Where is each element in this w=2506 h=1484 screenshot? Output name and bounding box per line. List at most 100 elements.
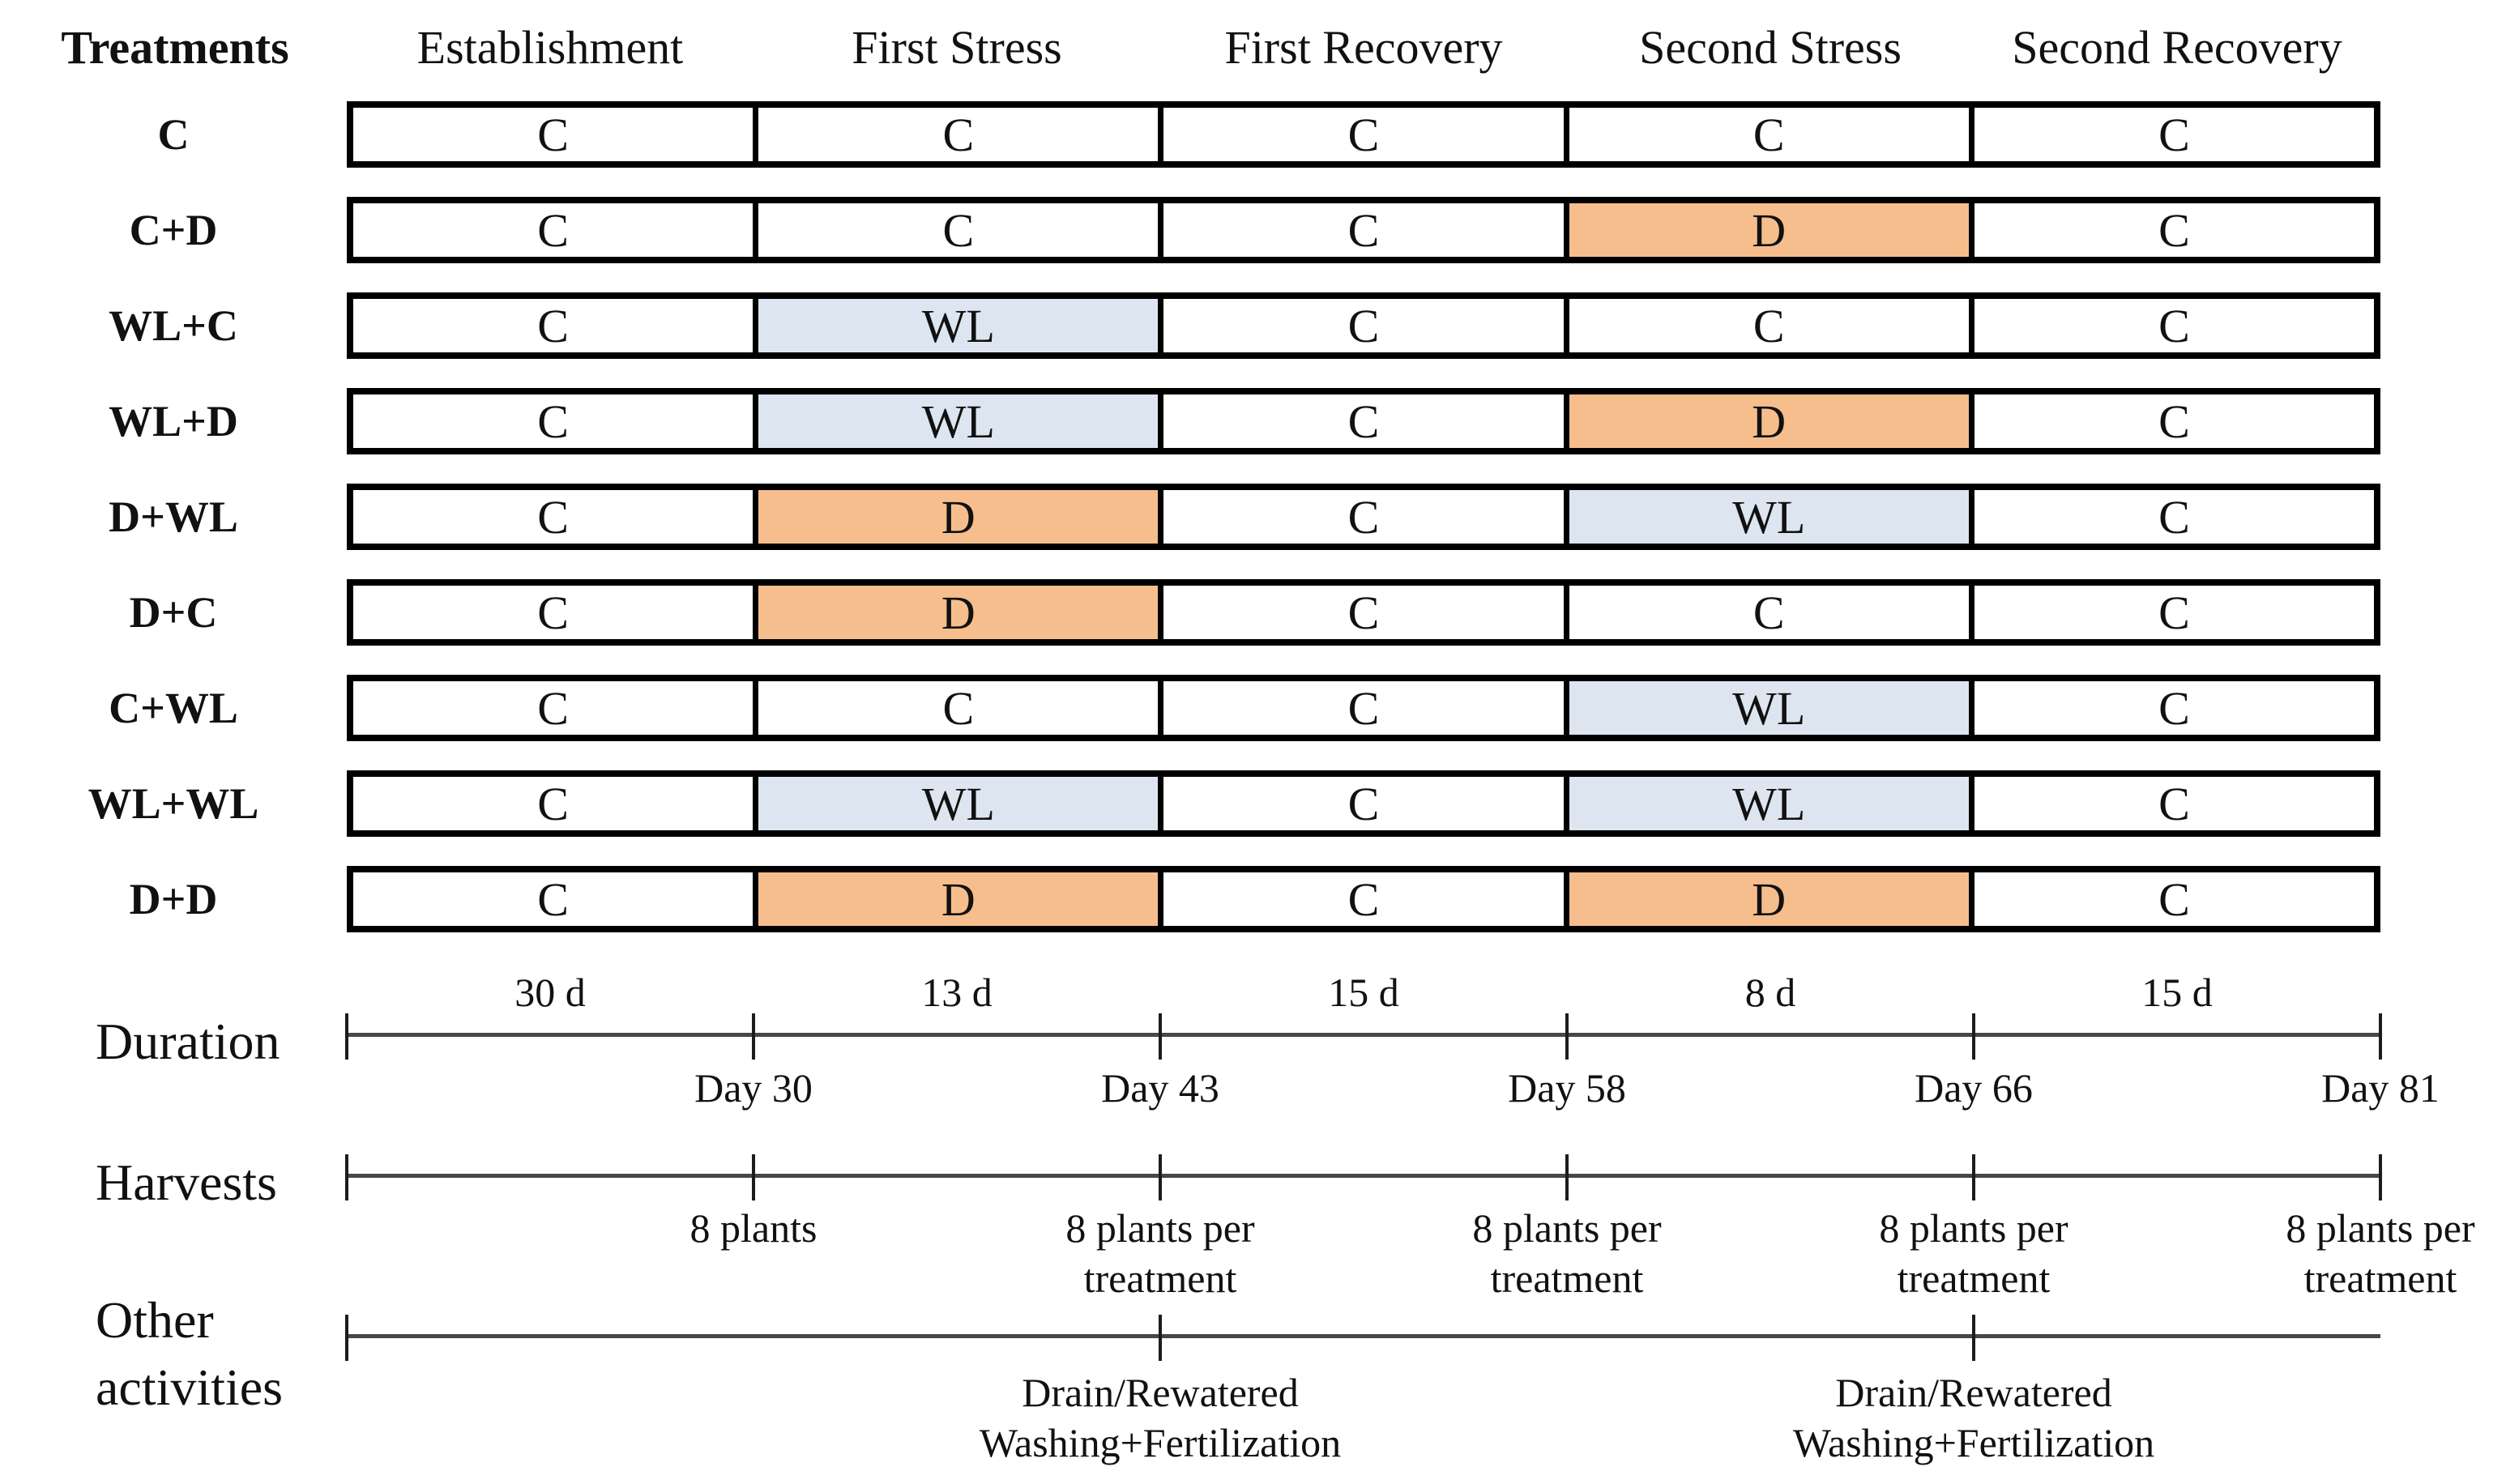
cell-control: C (1158, 203, 1564, 257)
harvest-mark-line: treatment (1083, 1256, 1237, 1301)
cell-control: C (1158, 490, 1564, 544)
duration-day-label: Day 66 (1915, 1065, 2033, 1111)
phase-header-2: First Stress (852, 20, 1062, 74)
activity-event-line: Washing+Fertilization (979, 1420, 1342, 1465)
harvest-tick (1565, 1154, 1569, 1200)
row-label-d-wl: D+WL (109, 493, 238, 541)
cell-drought: D (1563, 872, 1969, 926)
duration-tick (1565, 1013, 1569, 1060)
phase-header-3: First Recovery (1224, 20, 1503, 74)
harvest-tick (752, 1154, 755, 1200)
activity-event-line: Drain/Rewatered (1835, 1370, 2112, 1415)
harvest-mark-line: 8 plants per (1065, 1205, 1255, 1251)
harvest-mark-line: treatment (2303, 1256, 2457, 1301)
other-activities-section-label: Other activities (96, 1286, 283, 1421)
cell-control: C (753, 108, 1159, 161)
cell-control: C (353, 490, 754, 544)
harvest-mark-label: 8 plants per treatment (1065, 1203, 1254, 1303)
cell-control: C (1563, 586, 1969, 639)
cell-control: C (353, 681, 754, 735)
duration-tick (752, 1013, 755, 1060)
harvest-mark-label: 8 plants per treatment (1472, 1203, 1661, 1303)
cell-control: C (753, 681, 1159, 735)
harvest-tick (2379, 1154, 2382, 1200)
duration-segment-label: 30 d (514, 970, 586, 1015)
phase-header-5: Second Recovery (2012, 20, 2342, 74)
activity-event-label: Drain/Rewatered Washing+Fertilization (980, 1367, 1341, 1468)
duration-segment-label: 8 d (1744, 970, 1796, 1015)
cell-control: C (353, 586, 754, 639)
harvest-mark-label: 8 plants per treatment (1879, 1203, 2068, 1303)
cell-control: C (1968, 108, 2375, 161)
duration-tick (1972, 1013, 1975, 1060)
treatment-row-strip: C C C WL C (347, 675, 2380, 741)
cell-control: C (1968, 394, 2375, 448)
harvest-mark-line: 8 plants per (1879, 1205, 2068, 1251)
cell-drought: D (753, 490, 1159, 544)
other-activities-label-line-1: Other (96, 1291, 214, 1349)
row-label-wl-d: WL+D (109, 397, 238, 446)
harvests-section-label: Harvests (96, 1154, 277, 1211)
cell-control: C (353, 299, 754, 352)
cell-control: C (353, 872, 754, 926)
harvest-mark-line: 8 plants (689, 1205, 818, 1251)
cell-control: C (1563, 299, 1969, 352)
row-label-d-d: D+D (129, 875, 218, 923)
treatment-row-strip: C WL C D C (347, 388, 2380, 454)
phase-header-1: Establishment (416, 20, 684, 74)
harvests-axis-line (347, 1174, 2380, 1178)
cell-drought: D (1563, 203, 1969, 257)
harvest-mark-line: treatment (1897, 1256, 2051, 1301)
cell-control: C (1158, 777, 1564, 830)
phase-header-4: Second Stress (1639, 20, 1902, 74)
row-label-wl-c: WL+C (109, 301, 238, 350)
cell-control: C (1968, 872, 2375, 926)
cell-control: C (1968, 586, 2375, 639)
cell-waterlogging: WL (753, 394, 1159, 448)
cell-waterlogging: WL (1563, 777, 1969, 830)
cell-control: C (1158, 586, 1564, 639)
harvest-tick (1972, 1154, 1975, 1200)
cell-waterlogging: WL (1563, 490, 1969, 544)
cell-control: C (353, 394, 754, 448)
duration-day-label: Day 43 (1101, 1065, 1219, 1111)
harvest-mark-line: 8 plants per (1472, 1205, 1662, 1251)
treatment-row-strip: C WL C C C (347, 292, 2380, 359)
cell-control: C (753, 203, 1159, 257)
cell-control: C (1158, 108, 1564, 161)
cell-control: C (353, 108, 754, 161)
duration-segment-label: 15 d (2141, 970, 2213, 1015)
duration-tick (2379, 1013, 2382, 1060)
row-label-c-d: C+D (129, 206, 218, 254)
duration-segment-label: 15 d (1328, 970, 1399, 1015)
treatment-row-strip: C WL C WL C (347, 770, 2380, 837)
cell-control: C (1563, 108, 1969, 161)
activity-tick (1972, 1315, 1975, 1361)
cell-control: C (1158, 299, 1564, 352)
cell-control: C (1968, 203, 2375, 257)
activity-tick (345, 1315, 348, 1361)
cell-control: C (1158, 872, 1564, 926)
duration-day-label: Day 30 (694, 1065, 813, 1111)
cell-waterlogging: WL (753, 777, 1159, 830)
other-activities-label-line-2: activities (96, 1358, 284, 1417)
duration-day-label: Day 81 (2321, 1065, 2440, 1111)
harvest-tick (1159, 1154, 1162, 1200)
cell-control: C (1968, 681, 2375, 735)
harvest-mark-label: 8 plants (690, 1203, 818, 1253)
duration-tick (345, 1013, 348, 1060)
row-label-d-c: D+C (129, 588, 218, 637)
duration-segment-label: 13 d (921, 970, 993, 1015)
other-activities-axis-line (347, 1334, 2380, 1338)
duration-section-label: Duration (96, 1013, 280, 1070)
harvest-mark-line: treatment (1490, 1256, 1644, 1301)
row-label-wl-wl: WL+WL (88, 779, 259, 828)
cell-control: C (1968, 299, 2375, 352)
cell-control: C (353, 777, 754, 830)
activity-tick (1159, 1315, 1162, 1361)
